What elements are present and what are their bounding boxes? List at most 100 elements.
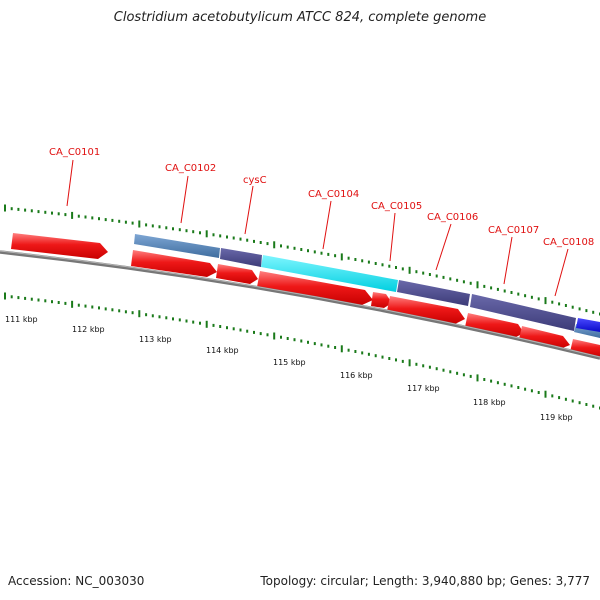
- scale-label: 119 kbp: [540, 413, 573, 422]
- minor-tick: [151, 224, 154, 228]
- cds-track[interactable]: [11, 233, 600, 358]
- feature-purple-3[interactable]: [470, 294, 576, 331]
- minor-tick: [503, 382, 506, 386]
- gene-label-ca-c0105[interactable]: CA_C0105: [371, 201, 422, 212]
- cds-arrow-ca-c0106[interactable]: [387, 296, 465, 324]
- major-tick: [408, 359, 411, 367]
- minor-tick: [111, 308, 114, 312]
- minor-tick: [592, 310, 595, 314]
- minor-tick: [91, 305, 94, 309]
- feature-cyan-1[interactable]: [261, 255, 398, 292]
- minor-tick: [564, 397, 567, 401]
- minor-tick: [442, 368, 445, 372]
- minor-tick: [401, 359, 404, 363]
- cds-arrow-ca-c0102[interactable]: [131, 250, 217, 277]
- minor-tick: [17, 207, 20, 211]
- minor-tick: [192, 320, 195, 324]
- genome-backbone: [0, 250, 600, 360]
- gene-label-ca-c0106[interactable]: CA_C0106: [427, 212, 478, 223]
- minor-tick: [401, 267, 404, 271]
- minor-tick: [462, 373, 465, 377]
- cds-arrow-ca-c0107-a[interactable]: [465, 313, 524, 338]
- minor-tick: [334, 254, 337, 258]
- leader-line: [66, 159, 74, 207]
- minor-tick: [334, 346, 337, 349]
- minor-tick: [537, 391, 540, 394]
- major-tick: [71, 211, 74, 219]
- major-tick: [544, 297, 547, 305]
- scale-label: 111 kbp: [5, 315, 38, 324]
- gene-labels: CA_C0101 CA_C0102 cysC CA_C0104 CA_C0105…: [49, 147, 594, 248]
- minor-tick: [77, 303, 80, 307]
- gene-label-ca-c0108[interactable]: CA_C0108: [543, 237, 594, 248]
- minor-tick: [232, 327, 235, 331]
- minor-tick: [415, 270, 418, 274]
- major-tick: [476, 281, 479, 289]
- minor-tick: [490, 379, 493, 383]
- minor-tick: [145, 223, 148, 227]
- minor-tick: [57, 301, 60, 304]
- cds-arrow-ca-c0104[interactable]: [257, 271, 373, 305]
- minor-tick: [381, 355, 384, 359]
- minor-tick: [219, 325, 222, 328]
- gene-label-ca-c0107[interactable]: CA_C0107: [488, 225, 539, 236]
- minor-tick: [158, 315, 161, 319]
- cds-arrow-ca-c0107-b[interactable]: [519, 326, 570, 349]
- minor-tick: [307, 249, 309, 253]
- cds-arrow-ca-c0101[interactable]: [11, 233, 108, 259]
- minor-tick: [212, 233, 215, 237]
- minor-tick: [165, 226, 168, 230]
- major-tick: [71, 300, 74, 308]
- feature-track[interactable]: [134, 234, 600, 338]
- minor-tick: [253, 239, 255, 243]
- minor-tick: [185, 229, 188, 233]
- major-tick: [544, 390, 547, 398]
- minor-tick: [449, 370, 452, 374]
- gene-label-ca-c0102[interactable]: CA_C0102: [165, 163, 216, 174]
- minor-tick: [388, 357, 391, 360]
- minor-tick: [178, 228, 181, 232]
- minor-tick: [503, 289, 506, 293]
- minor-tick: [510, 291, 513, 294]
- leader-line: [554, 248, 569, 297]
- minor-tick: [490, 286, 493, 290]
- minor-tick: [37, 298, 40, 302]
- minor-tick: [435, 274, 438, 278]
- minor-tick: [118, 309, 121, 313]
- gene-label-ca-c0101[interactable]: CA_C0101: [49, 147, 100, 158]
- cds-arrow-ca-c0105[interactable]: [371, 292, 392, 308]
- feature-purple-2[interactable]: [397, 280, 470, 306]
- minor-tick: [124, 220, 127, 224]
- minor-tick: [77, 214, 80, 218]
- scale-label: 117 kbp: [407, 384, 440, 393]
- feature-purple-1[interactable]: [220, 248, 262, 267]
- minor-tick: [462, 280, 465, 284]
- scale-label: 116 kbp: [340, 371, 373, 380]
- minor-tick: [118, 219, 121, 223]
- minor-tick: [131, 221, 134, 225]
- minor-tick: [24, 208, 27, 212]
- minor-tick: [98, 306, 100, 310]
- minor-tick: [347, 256, 350, 260]
- minor-tick: [551, 394, 554, 398]
- gene-label-ca-c0104[interactable]: CA_C0104: [308, 189, 359, 200]
- major-tick: [273, 241, 276, 249]
- minor-tick: [293, 246, 296, 250]
- gene-label-cysc[interactable]: cysC: [243, 175, 267, 186]
- major-tick: [273, 332, 276, 340]
- minor-tick: [422, 364, 425, 368]
- minor-tick: [226, 235, 228, 239]
- minor-tick: [64, 213, 67, 217]
- minor-tick: [530, 295, 533, 299]
- minor-tick: [571, 399, 574, 403]
- leader-line: [389, 212, 396, 262]
- minor-tick: [104, 218, 107, 222]
- minor-tick: [226, 326, 228, 330]
- cds-arrow-cysc[interactable]: [216, 264, 258, 284]
- minor-tick: [551, 300, 554, 304]
- minor-tick: [178, 318, 181, 322]
- major-tick: [4, 204, 6, 212]
- feature-steelblue-1[interactable]: [134, 234, 220, 258]
- feature-blue-1[interactable]: [576, 318, 600, 332]
